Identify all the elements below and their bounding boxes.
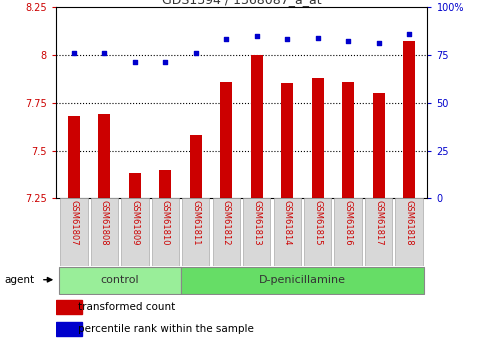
Text: GSM61813: GSM61813 (252, 200, 261, 246)
Bar (312, 78, 324, 198)
Text: GSM61808: GSM61808 (100, 200, 109, 246)
FancyBboxPatch shape (152, 198, 179, 266)
Text: GSM61817: GSM61817 (374, 200, 383, 246)
Text: D-penicillamine: D-penicillamine (259, 275, 346, 285)
Point (131, 60, 139, 65)
Bar (403, 41, 415, 198)
FancyBboxPatch shape (60, 198, 87, 266)
Point (100, 50, 108, 56)
Bar (56, 300, 82, 314)
FancyBboxPatch shape (396, 198, 423, 266)
Title: GDS1394 / 1368087_a_at: GDS1394 / 1368087_a_at (162, 0, 321, 6)
Text: percentile rank within the sample: percentile rank within the sample (78, 324, 254, 334)
Bar (342, 81, 355, 198)
Bar (251, 55, 263, 198)
Bar (159, 170, 171, 198)
Point (70, 50, 78, 56)
Point (222, 37, 230, 42)
FancyBboxPatch shape (273, 198, 301, 266)
FancyBboxPatch shape (365, 198, 392, 266)
Bar (372, 93, 385, 198)
FancyBboxPatch shape (181, 267, 425, 294)
FancyBboxPatch shape (335, 198, 362, 266)
Bar (68, 116, 80, 198)
Bar (220, 81, 232, 198)
FancyBboxPatch shape (182, 198, 210, 266)
Text: GSM61807: GSM61807 (70, 200, 78, 246)
Text: GSM61810: GSM61810 (161, 200, 170, 246)
Text: GSM61811: GSM61811 (191, 200, 200, 246)
Text: transformed count: transformed count (78, 302, 175, 312)
Bar (281, 83, 293, 198)
Bar (128, 174, 141, 198)
Text: GSM61814: GSM61814 (283, 200, 292, 246)
Point (375, 40, 383, 46)
Text: GSM61812: GSM61812 (222, 200, 231, 246)
Point (344, 39, 352, 44)
Text: control: control (100, 275, 139, 285)
Text: GSM61818: GSM61818 (405, 200, 413, 246)
Point (161, 60, 169, 65)
FancyBboxPatch shape (91, 198, 118, 266)
FancyBboxPatch shape (58, 267, 181, 294)
Point (405, 31, 413, 37)
Text: GSM61815: GSM61815 (313, 200, 322, 246)
FancyBboxPatch shape (121, 198, 149, 266)
Text: agent: agent (5, 275, 35, 285)
Point (253, 33, 261, 38)
FancyBboxPatch shape (213, 198, 240, 266)
Text: GSM61809: GSM61809 (130, 200, 139, 246)
Bar (56, 322, 82, 336)
Point (284, 37, 291, 42)
Bar (98, 114, 111, 198)
Point (192, 50, 199, 56)
FancyBboxPatch shape (304, 198, 331, 266)
FancyBboxPatch shape (243, 198, 270, 266)
Bar (190, 135, 202, 198)
Text: GSM61816: GSM61816 (344, 200, 353, 246)
Point (314, 35, 322, 40)
